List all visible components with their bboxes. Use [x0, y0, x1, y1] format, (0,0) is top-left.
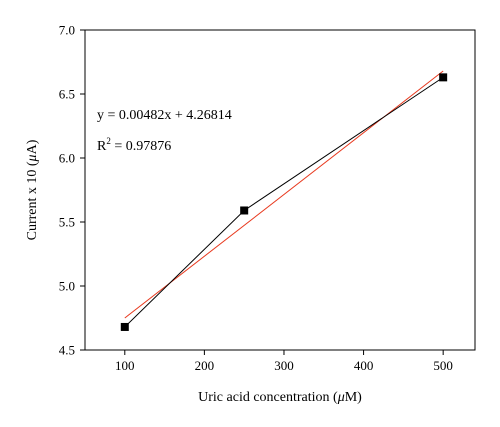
x-axis-ticks: 100 200 300 400 500 [115, 350, 453, 373]
x-axis-label-unit: M) [345, 390, 362, 405]
x-tick-label: 500 [433, 358, 453, 373]
y-tick-label: 5.5 [59, 215, 75, 230]
y-tick-label: 4.5 [59, 343, 75, 358]
regression-equation: y = 0.00482x + 4.26814 [97, 108, 232, 123]
data-point-marker [240, 206, 249, 215]
r2-value: = 0.97876 [111, 139, 171, 154]
y-axis-label-mu: μ [25, 154, 40, 162]
x-tick-label: 400 [354, 358, 374, 373]
y-tick-label: 6.0 [59, 151, 75, 166]
fit-line [124, 70, 444, 319]
x-axis-label-mu: μ [337, 390, 345, 405]
r2-superscript: 2 [106, 136, 111, 146]
y-axis-label-unit: A) [25, 139, 40, 154]
x-axis-label: Uric acid concentration (μM) [198, 390, 362, 405]
x-axis-label-main: Uric acid concentration ( [198, 390, 338, 405]
series-layer [120, 70, 448, 331]
r-squared-annotation: R2 = 0.97876 [97, 136, 171, 154]
x-tick-label: 200 [195, 358, 215, 373]
y-tick-label: 6.5 [59, 87, 75, 102]
y-tick-label: 5.0 [59, 279, 75, 294]
y-axis-ticks: 4.5 5.0 5.5 6.0 6.5 7.0 [59, 23, 85, 358]
y-tick-label: 7.0 [59, 23, 75, 38]
plot-area: 100 200 300 400 500 4.5 5.0 5.5 6.0 6.5 7.0 [59, 23, 476, 373]
data-point-marker [120, 322, 129, 331]
plot-frame [84, 29, 476, 351]
y-axis-label: Current x 10 (μA) [25, 139, 40, 240]
y-axis-label-main: Current x 10 ( [25, 161, 40, 240]
r2-letter: R [97, 139, 107, 154]
x-tick-label: 100 [115, 358, 135, 373]
x-tick-label: 300 [274, 358, 294, 373]
data-point-marker [439, 73, 448, 82]
